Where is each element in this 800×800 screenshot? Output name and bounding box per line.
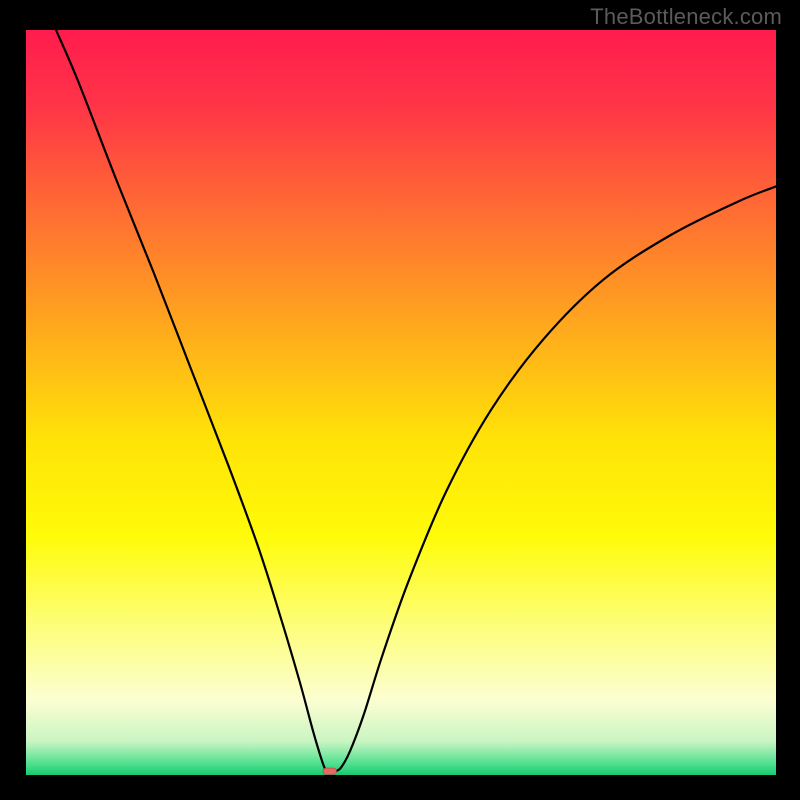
figure-canvas: TheBottleneck.com [0,0,800,800]
watermark-text: TheBottleneck.com [590,4,782,30]
plot-background [26,30,776,775]
valley-marker [323,768,337,774]
plot-svg [26,30,776,775]
plot-area [26,30,776,775]
